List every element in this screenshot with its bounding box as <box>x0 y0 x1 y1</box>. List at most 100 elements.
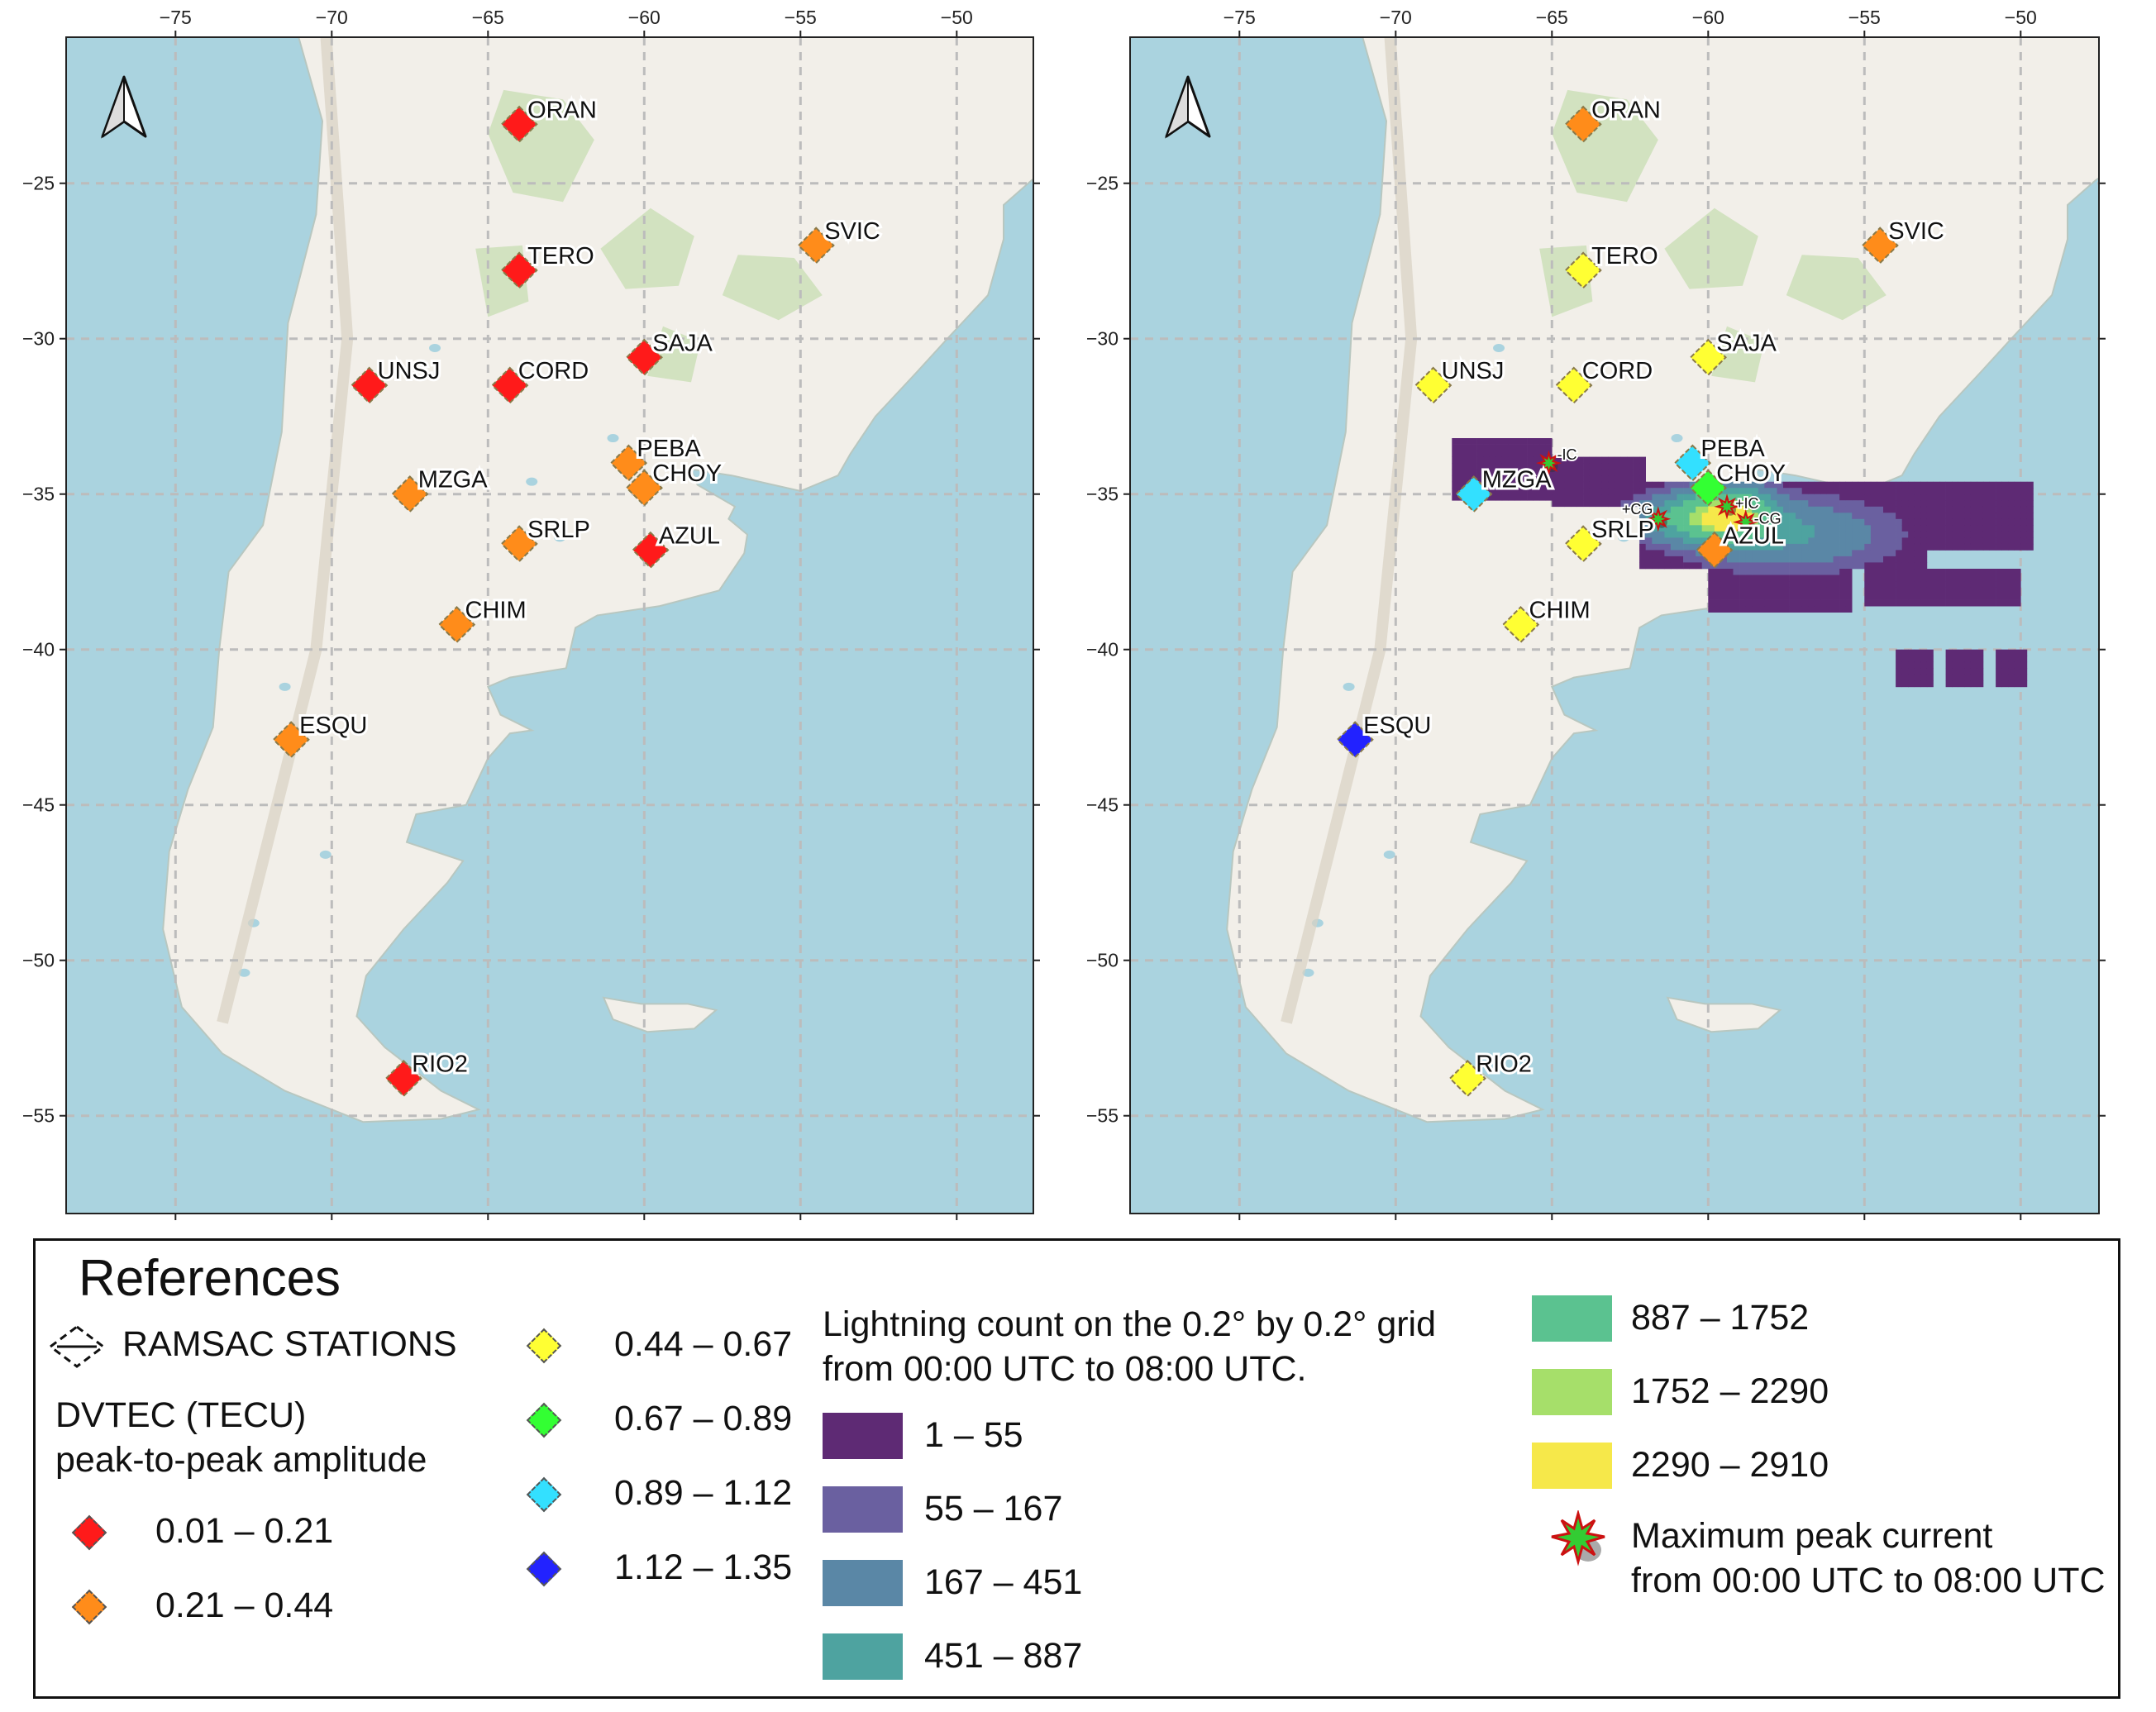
station-label-peba: PEBA <box>1700 436 1765 462</box>
station-marker-esqu <box>272 721 310 759</box>
station-label-saja: SAJA <box>652 330 713 356</box>
map-frame-right <box>1129 36 2100 1214</box>
station-marker-cord <box>1555 366 1593 404</box>
station-marker-tero <box>1564 251 1602 289</box>
station-label-tero: TERO <box>1591 243 1658 269</box>
landmass <box>1226 37 2099 1123</box>
count-class-1-label: 55 – 167 <box>924 1489 1063 1528</box>
lake <box>279 682 291 691</box>
station-label-chim: CHIM <box>465 598 527 624</box>
count-class-2-label: 167 – 451 <box>924 1562 1083 1602</box>
lake <box>429 344 441 352</box>
x-tick-label: −65 <box>1536 7 1568 28</box>
lightning-grid <box>1452 438 2034 688</box>
station-label-saja: SAJA <box>1716 330 1777 356</box>
y-tick-label: −30 <box>22 328 55 350</box>
x-tick-label: −65 <box>472 7 504 28</box>
station-label-peba: PEBA <box>637 436 701 462</box>
count-class-5-swatch <box>1532 1369 1612 1415</box>
station-marker-oran <box>500 105 538 143</box>
landmass <box>162 37 1033 1123</box>
amp-class-2-label: 0.44 – 0.67 <box>614 1324 793 1364</box>
x-tick-label: −75 <box>1223 7 1256 28</box>
x-tick-label: −70 <box>1380 7 1412 28</box>
legend-box: References RAMSAC STATIONS DVTEC (TECU) … <box>33 1238 2120 1699</box>
protected-area <box>1711 326 1765 383</box>
north-arrow-icon <box>100 75 147 139</box>
station-marker-esqu <box>1336 721 1374 759</box>
station-label-cord: CORD <box>1582 358 1653 384</box>
lake <box>526 477 538 486</box>
amp-class-0-label: 0.01 – 0.21 <box>155 1511 334 1551</box>
protected-area <box>722 255 823 321</box>
north-arrow-icon <box>1164 75 1211 139</box>
station-marker-azul <box>1696 531 1734 570</box>
station-marker-unsj <box>1414 366 1452 404</box>
peak-current-label-3: -CG <box>1754 511 1782 527</box>
y-tick-label: −40 <box>22 639 55 660</box>
y-tick-label: −50 <box>22 950 55 971</box>
station-marker-svic <box>1861 227 1899 265</box>
map-canvas-left[interactable]: ORAN SVIC TERO SAJA UNSJ CORD PEBA MZGA CHOY SRLP… <box>0 0 1075 1223</box>
lightning-title-line1: Lightning count on the 0.2° by 0.2° grid <box>823 1304 1437 1344</box>
x-tick-label: −70 <box>316 7 348 28</box>
count-class-6-label: 2290 – 2910 <box>1631 1445 1829 1485</box>
lake <box>607 434 619 443</box>
protected-area <box>1664 207 1758 289</box>
legend-stations-label: RAMSAC STATIONS <box>122 1324 457 1364</box>
lake <box>1493 344 1505 352</box>
amp-class-3-icon <box>526 1402 562 1438</box>
station-label-esqu: ESQU <box>1363 713 1431 739</box>
legend-dvtec-line2: peak-to-peak amplitude <box>55 1440 427 1480</box>
amp-class-5-label: 1.12 – 1.35 <box>614 1547 793 1587</box>
x-tick-label: −55 <box>1848 7 1881 28</box>
y-tick-label: −35 <box>22 484 55 505</box>
x-tick-label: −60 <box>628 7 661 28</box>
station-marker-chim <box>437 606 476 644</box>
y-tick-label: −55 <box>1086 1105 1119 1127</box>
station-label-azul: AZUL <box>1723 522 1784 549</box>
map-canvas-right[interactable]: -IC +CG +IC-CG ORAN SVIC TERO SAJA UNSJ CORD PEBA… <box>1062 0 2156 1223</box>
protected-area <box>647 326 701 383</box>
count-class-3-swatch <box>823 1633 903 1680</box>
map-panel-right: -IC +CG +IC -CG ORAN SVIC TERO SAJA UNSJ CORD PEBA… <box>1062 0 2156 1223</box>
count-class-0-swatch <box>823 1413 903 1459</box>
amp-class-0-icon <box>71 1514 107 1551</box>
count-class-1-swatch <box>823 1486 903 1533</box>
station-marker-azul <box>632 531 670 570</box>
amp-class-2-icon <box>526 1328 562 1364</box>
y-tick-label: −30 <box>1086 328 1119 350</box>
count-class-6-swatch <box>1532 1443 1612 1489</box>
station-marker-saja <box>1689 338 1727 376</box>
andes-shading <box>217 37 354 1024</box>
amp-class-3-label: 0.67 – 0.89 <box>614 1399 793 1438</box>
count-class-4-label: 887 – 1752 <box>1631 1298 1810 1338</box>
station-label-rio2: RIO2 <box>412 1052 468 1078</box>
count-class-4-swatch <box>1532 1295 1612 1342</box>
y-tick-label: −45 <box>1086 794 1119 816</box>
y-tick-label: −50 <box>1086 950 1119 971</box>
map-layer-left: ORAN SVIC TERO SAJA UNSJ CORD PEBA MZGA CHOY SRLP… <box>66 37 1033 1214</box>
y-tick-label: −55 <box>22 1105 55 1127</box>
station-label-unsj: UNSJ <box>378 358 441 384</box>
map-frame-left <box>65 36 1034 1214</box>
lake <box>554 533 566 542</box>
amp-class-1-icon <box>71 1589 107 1625</box>
count-class-3-label: 451 – 887 <box>924 1636 1083 1676</box>
amp-class-1-label: 0.21 – 0.44 <box>155 1586 334 1625</box>
amp-class-4-icon <box>526 1476 562 1513</box>
peak-current-star-1 <box>1645 506 1672 532</box>
station-marker-mzga <box>391 475 429 513</box>
x-tick-label: −60 <box>1692 7 1724 28</box>
y-tick-label: −25 <box>1086 173 1119 194</box>
x-tick-label: −75 <box>160 7 192 28</box>
station-marker-saja <box>625 338 663 376</box>
protected-area <box>1786 255 1886 321</box>
peak-current-label-2: +IC <box>1735 495 1759 512</box>
count-class-5-label: 1752 – 2290 <box>1631 1371 1829 1411</box>
x-tick-label: −50 <box>2005 7 2037 28</box>
station-marker-oran <box>1564 105 1602 143</box>
station-label-tero: TERO <box>527 243 594 269</box>
station-label-oran: ORAN <box>1591 97 1661 123</box>
station-marker-srlp <box>1564 525 1602 563</box>
